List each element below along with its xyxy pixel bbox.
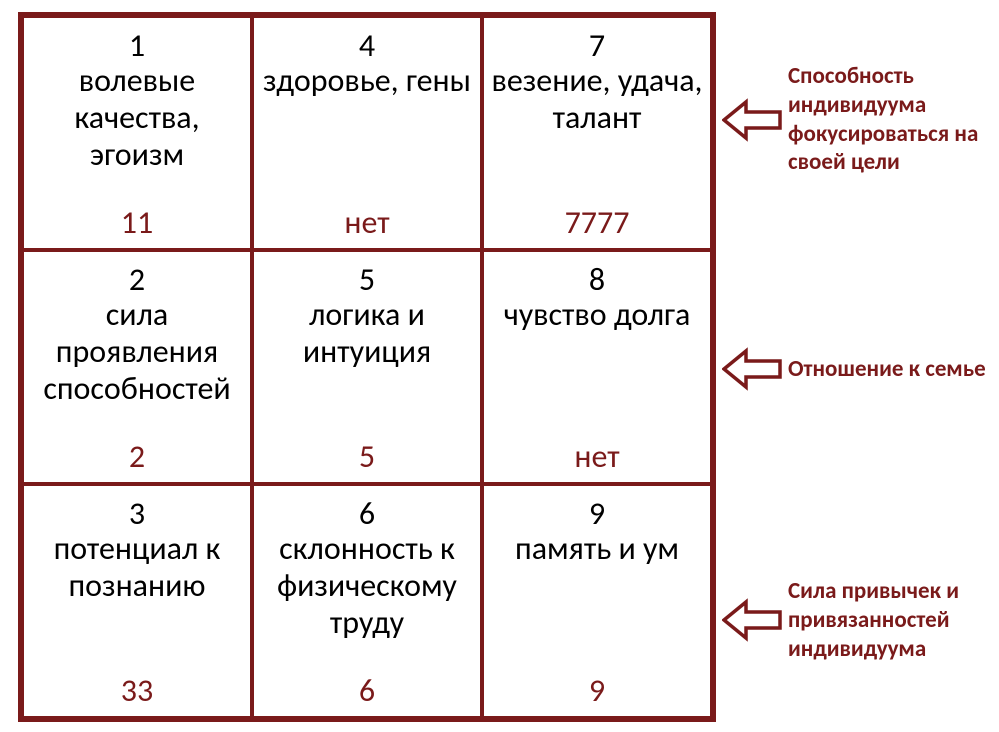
cell-value: 5	[359, 439, 375, 474]
cell-number: 7	[589, 28, 605, 63]
cell-value: 6	[359, 673, 375, 708]
cell-label: чувство долга	[504, 297, 691, 439]
cell-1: 1 волевые качества, эгоизм 11	[22, 16, 252, 250]
cell-value: 11	[121, 205, 153, 240]
annotation-row-1: Способность индивидуума фокусироваться н…	[722, 62, 986, 177]
annotation-row-3: Сила привычек и привязанностей индивидуу…	[722, 577, 986, 663]
cell-label: волевые качества, эгоизм	[30, 63, 244, 205]
cell-label: везение, удача, талант	[490, 63, 704, 205]
cell-label: склонность к физическому труду	[260, 531, 474, 673]
cell-6: 6 склонность к физическому труду 6	[252, 484, 482, 718]
arrow-left-icon	[722, 98, 784, 142]
diagram-container: 1 волевые качества, эгоизм 11 4 здоровье…	[18, 12, 986, 722]
cell-number: 9	[589, 496, 605, 531]
cell-value: 33	[121, 673, 153, 708]
cell-label: память и ум	[515, 531, 679, 673]
cell-value: 9	[589, 673, 605, 708]
cell-number: 8	[589, 262, 605, 297]
cell-number: 2	[129, 262, 145, 297]
cell-5: 5 логика и интуиция 5	[252, 250, 482, 484]
annotation-text: Сила привычек и привязанностей индивидуу…	[788, 577, 986, 663]
cell-number: 3	[129, 496, 145, 531]
cell-number: 4	[359, 28, 375, 63]
cell-value: нет	[344, 205, 389, 240]
arrow-left-icon	[722, 347, 784, 391]
annotation-text: Способность индивидуума фокусироваться н…	[788, 62, 986, 177]
cell-7: 7 везение, удача, талант 7777	[482, 16, 712, 250]
numerology-grid: 1 волевые качества, эгоизм 11 4 здоровье…	[18, 12, 716, 722]
cell-number: 5	[359, 262, 375, 297]
cell-label: потенциал к познанию	[30, 531, 244, 673]
cell-value: 7777	[565, 205, 630, 240]
cell-3: 3 потенциал к познанию 33	[22, 484, 252, 718]
annotation-text: Отношение к семье	[788, 355, 986, 384]
row-annotations: Способность индивидуума фокусироваться н…	[716, 12, 986, 722]
cell-number: 1	[129, 28, 145, 63]
cell-label: здоровье, гены	[263, 63, 471, 205]
cell-value: нет	[574, 439, 619, 474]
cell-number: 6	[359, 496, 375, 531]
cell-9: 9 память и ум 9	[482, 484, 712, 718]
arrow-left-icon	[722, 598, 784, 642]
cell-4: 4 здоровье, гены нет	[252, 16, 482, 250]
cell-label: сила проявления способностей	[30, 297, 244, 439]
cell-label: логика и интуиция	[260, 297, 474, 439]
cell-2: 2 сила проявления способностей 2	[22, 250, 252, 484]
annotation-row-2: Отношение к семье	[722, 347, 986, 391]
cell-8: 8 чувство долга нет	[482, 250, 712, 484]
cell-value: 2	[129, 439, 145, 474]
